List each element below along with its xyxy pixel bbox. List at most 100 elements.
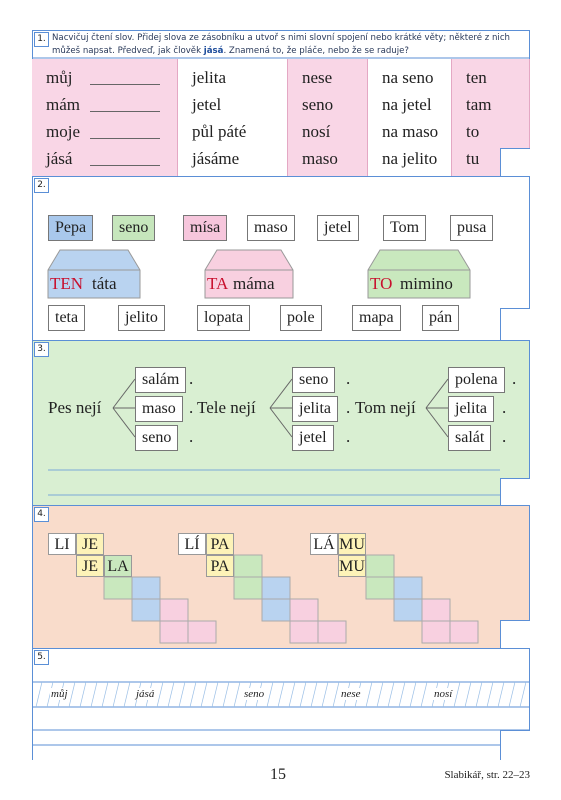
slant-line [156, 681, 164, 708]
option-box: seno [135, 425, 179, 451]
table-word: moje [46, 122, 80, 141]
table-word: jásá [46, 149, 73, 168]
slant-line [266, 681, 274, 708]
option-box: jelita [292, 396, 338, 422]
exercise-number: 4. [34, 507, 49, 522]
subject: Tele nejí [197, 398, 256, 417]
slant-line [123, 681, 131, 708]
slant-line [101, 681, 109, 708]
table-word: to [466, 122, 480, 141]
instruction-bold: jásá [203, 46, 224, 56]
end-mark: . [346, 369, 351, 388]
word-box: Pepa [48, 215, 94, 241]
script-word: můj [50, 688, 69, 700]
house-article: TEN [50, 274, 84, 293]
footer-ref: Slabikář, str. 22–23 [444, 769, 530, 781]
house-word: mimino [400, 274, 453, 293]
end-mark: . [502, 398, 507, 417]
empty-cell [365, 576, 395, 600]
subject: Pes nejí [48, 398, 102, 417]
empty-cell [261, 598, 291, 622]
slant-line [519, 681, 527, 708]
branch [112, 407, 136, 438]
script-word: jásá [135, 688, 156, 700]
corner-box [500, 148, 530, 176]
word-box: mísa [183, 215, 228, 241]
word-box: pole [280, 305, 322, 331]
slant-line [112, 681, 120, 708]
table-word: jetel [192, 95, 222, 114]
table-column [178, 59, 288, 176]
instruction [52, 507, 524, 521]
house-word: máma [233, 274, 275, 293]
end-mark: . [189, 369, 194, 388]
subject: Tom nejí [355, 398, 416, 417]
syllable: JE [76, 555, 104, 577]
slant-line [310, 681, 318, 708]
option-box: maso [135, 396, 183, 422]
empty-cell [131, 598, 161, 622]
table-column [288, 59, 368, 176]
word-box: mapa [352, 305, 401, 331]
empty-cell [103, 576, 133, 600]
word-box: pusa [450, 215, 494, 241]
slant-line [420, 681, 428, 708]
slant-line [321, 681, 329, 708]
slant-line [497, 681, 505, 708]
empty-cell [317, 620, 347, 644]
slant-line [508, 681, 516, 708]
syllable: MU [338, 555, 366, 577]
corner-box [500, 478, 530, 505]
branch [269, 378, 293, 409]
slant-line [365, 681, 373, 708]
end-mark: . [502, 427, 507, 446]
instruction [52, 178, 524, 206]
script-word: seno [243, 688, 266, 700]
table-word: maso [302, 149, 338, 168]
script-word: nosí [433, 688, 454, 700]
slant-line [79, 681, 87, 708]
instruction [52, 650, 524, 664]
branch [112, 378, 136, 409]
syllable: PA [206, 533, 234, 555]
table-word: na jetel [382, 95, 432, 114]
script-word: nese [340, 688, 362, 700]
empty-cell [393, 598, 423, 622]
table-word: seno [302, 95, 334, 114]
empty-cell [159, 598, 189, 622]
exercise-number: 3. [34, 342, 49, 357]
page-number: 15 [270, 766, 286, 783]
slant-line [68, 681, 76, 708]
word-box: jetel [317, 215, 359, 241]
slant-line [277, 681, 285, 708]
table-word: jelita [192, 68, 226, 87]
slant-line [376, 681, 384, 708]
syllable: LÁ [310, 533, 338, 555]
slant-line [464, 681, 472, 708]
table-word: nese [302, 68, 333, 87]
syllable: PA [206, 555, 234, 577]
option-box: salát [448, 425, 492, 451]
empty-cell [449, 620, 479, 644]
slant-line [453, 681, 461, 708]
empty-cell [159, 620, 189, 644]
write-line [90, 165, 160, 166]
branch [425, 378, 449, 409]
empty-cell [261, 576, 291, 600]
table-column [368, 59, 452, 176]
house-article: TO [370, 274, 393, 293]
syllable: MU [338, 533, 366, 555]
empty-cell [131, 576, 161, 600]
section [32, 648, 530, 760]
table-word: jásáme [192, 149, 240, 168]
table-word: mám [46, 95, 80, 114]
exercise-number: 2. [34, 178, 49, 193]
write-line [90, 111, 160, 112]
syllable: LA [104, 555, 132, 577]
table-word: tam [466, 95, 492, 114]
slant-line [409, 681, 417, 708]
table-word: na jelito [382, 149, 438, 168]
empty-cell [233, 554, 263, 578]
